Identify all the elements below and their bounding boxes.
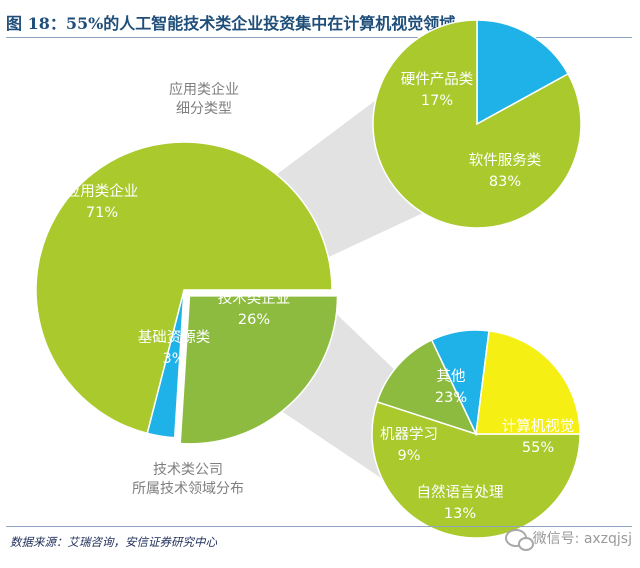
pie1-slice-3-value: 3%	[162, 351, 185, 367]
pie3-slice-4-value: 23%	[435, 390, 467, 406]
title-rule	[6, 37, 632, 38]
pie2-slice-1	[476, 19, 570, 126]
pie3-slice-2-label: 自然语言处理	[417, 484, 504, 501]
pie1-caption-line-2: 细分类型	[176, 101, 232, 117]
pie3-slice-3-label: 机器学习	[380, 426, 438, 443]
wechat-icon	[504, 529, 534, 551]
slice-layer	[35, 19, 582, 539]
pie3-slice-4	[475, 329, 581, 435]
pie1-slice-1-value: 71%	[86, 205, 118, 221]
pie1-slice-3-label: 基础资源类	[138, 329, 211, 346]
pie2-slice-2-value: 83%	[489, 174, 521, 190]
pie3-caption-line-2: 所属技术领域分布	[132, 481, 244, 497]
pie3-slice-3-value: 9%	[397, 448, 420, 464]
pie2-slice-1-value: 17%	[421, 93, 453, 109]
pie3-slice-2-value: 13%	[444, 506, 476, 522]
pie3-slice-2	[376, 338, 478, 436]
pie1-slice-1-label: 应用类企业	[66, 182, 139, 200]
pie3-caption-line-1: 技术类公司	[153, 462, 223, 478]
pie3-slice-1-label: 计算机视觉	[502, 418, 575, 435]
pie2-slice-2	[372, 19, 582, 229]
figure-title: 图 18：55%的人工智能技术类企业投资集中在计算机视觉领域	[6, 14, 456, 33]
pie2-slice-1-label: 硬件产品类	[401, 71, 474, 88]
source-note: 数据来源：艾瑞咨询，安信证券研究中心	[10, 535, 217, 549]
pie3-slice-1-value: 55%	[522, 440, 554, 456]
pie1-slice-2-label: 技术类企业	[218, 289, 291, 307]
pie1-slice-2-value: 26%	[238, 312, 270, 328]
watermark-text: 微信号: axzqjsj	[532, 531, 632, 547]
pie1-slice-2	[179, 295, 339, 445]
pie1-slice-1	[35, 141, 333, 435]
pie1-caption-line-1: 应用类企业	[169, 81, 239, 98]
label-layer: 应用类企业 71% 技术类企业 26% 基础资源类 3% 硬件产品类 17% 软件服务类 83% 计…	[66, 71, 575, 522]
watermark: 微信号: axzqjsj	[504, 528, 632, 551]
pie2-slice-2-label: 软件服务类	[469, 152, 542, 169]
pie3-slice-4-label: 其他	[437, 368, 466, 385]
footer-rule	[6, 526, 632, 527]
pie3-slice-1	[371, 400, 581, 539]
